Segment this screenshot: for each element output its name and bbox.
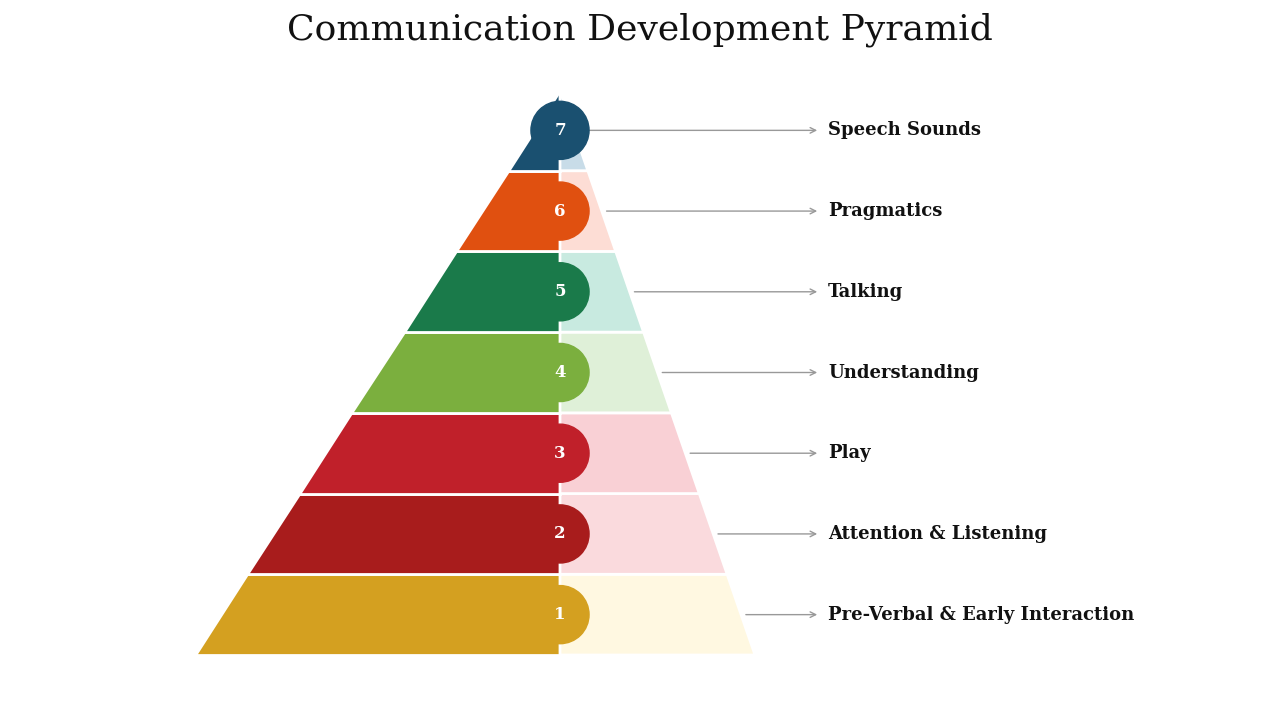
Polygon shape bbox=[403, 251, 561, 332]
Text: 7: 7 bbox=[554, 122, 566, 139]
Polygon shape bbox=[561, 251, 644, 332]
Text: Attention & Listening: Attention & Listening bbox=[828, 525, 1047, 543]
Polygon shape bbox=[561, 90, 588, 171]
Circle shape bbox=[531, 585, 589, 644]
Circle shape bbox=[531, 505, 589, 563]
Text: Pragmatics: Pragmatics bbox=[828, 202, 942, 220]
Text: Play: Play bbox=[828, 444, 870, 462]
Text: 3: 3 bbox=[554, 445, 566, 462]
Text: Pre-Verbal & Early Interaction: Pre-Verbal & Early Interaction bbox=[828, 606, 1134, 624]
Text: 5: 5 bbox=[554, 283, 566, 300]
Polygon shape bbox=[561, 494, 727, 575]
Text: 4: 4 bbox=[554, 364, 566, 381]
Polygon shape bbox=[508, 90, 561, 171]
Polygon shape bbox=[247, 494, 561, 575]
Polygon shape bbox=[195, 575, 561, 655]
Text: 1: 1 bbox=[554, 606, 566, 623]
Circle shape bbox=[531, 102, 589, 159]
Polygon shape bbox=[561, 413, 699, 494]
Circle shape bbox=[531, 343, 589, 402]
Polygon shape bbox=[561, 332, 672, 413]
Text: Speech Sounds: Speech Sounds bbox=[828, 122, 980, 140]
Circle shape bbox=[531, 424, 589, 482]
Polygon shape bbox=[352, 332, 561, 413]
Text: Talking: Talking bbox=[828, 283, 904, 301]
Text: Communication Development Pyramid: Communication Development Pyramid bbox=[287, 13, 993, 48]
Polygon shape bbox=[456, 171, 561, 251]
Polygon shape bbox=[561, 575, 755, 655]
Text: 6: 6 bbox=[554, 202, 566, 220]
Polygon shape bbox=[300, 413, 561, 494]
Circle shape bbox=[531, 263, 589, 321]
Text: 2: 2 bbox=[554, 526, 566, 542]
Circle shape bbox=[531, 182, 589, 240]
Text: Understanding: Understanding bbox=[828, 364, 979, 382]
Polygon shape bbox=[561, 171, 616, 251]
